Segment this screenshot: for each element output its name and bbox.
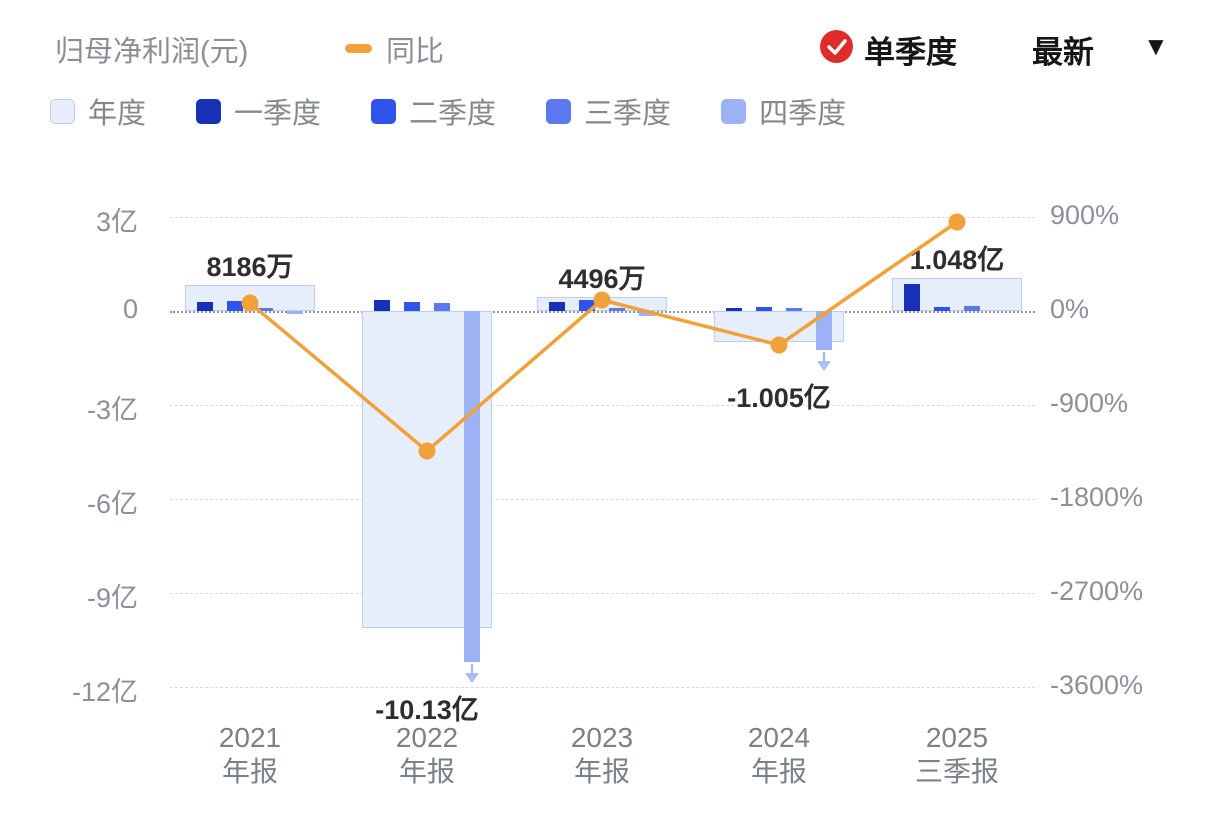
left-axis-tick: -9亿 <box>86 583 138 613</box>
quarter-bar[interactable] <box>934 307 950 311</box>
quarter-bar[interactable] <box>786 307 802 311</box>
legend-label-annual: 年度 <box>88 98 147 130</box>
q2-swatch-icon <box>371 98 397 124</box>
grid-line <box>170 687 1035 688</box>
left-axis-tick: -6亿 <box>86 489 138 519</box>
series-legend: 年度 一季度 二季度 三季度 四季度 <box>50 90 846 132</box>
quarter-bar[interactable] <box>374 300 390 311</box>
right-axis-tick: -900% <box>1050 388 1129 418</box>
q3-swatch-icon <box>546 98 572 124</box>
q4-swatch-icon <box>721 98 747 124</box>
quarter-bar[interactable] <box>227 300 243 311</box>
legend-item-q4[interactable]: 四季度 <box>721 90 846 132</box>
quarter-bar[interactable] <box>639 311 655 316</box>
left-axis-tick: -12亿 <box>71 677 138 707</box>
value-label: -1.005亿 <box>727 383 831 414</box>
x-axis-label-year: 2021 <box>218 722 282 753</box>
checkmark-glyph <box>827 39 847 55</box>
quarter-bar[interactable] <box>257 307 273 311</box>
grid-line <box>170 499 1035 500</box>
x-axis-label-year: 2024 <box>747 722 811 753</box>
quarter-bar[interactable] <box>579 299 595 311</box>
quarter-bar[interactable] <box>434 303 450 311</box>
x-axis-label-period: 年报 <box>398 756 455 787</box>
overflow-down-arrow-icon <box>463 663 481 689</box>
x-axis-label-period: 年报 <box>221 756 278 787</box>
right-axis-tick: -1800% <box>1050 482 1144 512</box>
right-axis-tick: -2700% <box>1050 576 1144 606</box>
latest-dropdown[interactable]: 最新 <box>1032 35 1094 70</box>
x-axis-label-year: 2023 <box>570 722 634 753</box>
left-axis-tick: -3亿 <box>86 395 138 425</box>
legend-label-q4: 四季度 <box>759 98 847 130</box>
value-label: 1.048亿 <box>909 245 1005 276</box>
chevron-down-icon[interactable]: ▼ <box>1143 31 1169 61</box>
q1-swatch-icon <box>196 98 222 124</box>
quarter-bar[interactable] <box>816 311 832 351</box>
legend-label-q2: 二季度 <box>409 98 497 130</box>
legend-label-q1: 一季度 <box>234 98 322 130</box>
page-title: 归母净利润(元) <box>55 36 249 68</box>
quarter-bar[interactable] <box>756 307 772 311</box>
quarter-bar[interactable] <box>904 284 920 311</box>
yoy-line-swatch <box>345 44 372 53</box>
x-axis-label-period: 年报 <box>573 756 630 787</box>
quarter-bar[interactable] <box>464 311 480 662</box>
legend-item-annual[interactable]: 年度 <box>50 90 146 132</box>
legend-item-q1[interactable]: 一季度 <box>196 90 321 132</box>
quarter-bar[interactable] <box>549 301 565 311</box>
value-label: 8186万 <box>206 252 294 283</box>
check-icon[interactable] <box>820 30 853 63</box>
quarter-bar[interactable] <box>404 301 420 311</box>
right-axis-tick: 900% <box>1050 200 1120 230</box>
value-label: 4496万 <box>558 263 646 294</box>
annual-swatch-icon <box>50 98 75 124</box>
overflow-down-arrow-icon <box>815 352 833 377</box>
legend-item-q3[interactable]: 三季度 <box>546 90 671 132</box>
grid-line <box>170 593 1035 594</box>
left-axis-tick: 3亿 <box>95 207 138 237</box>
x-axis-label-year: 2022 <box>395 722 459 753</box>
quarter-bar[interactable] <box>197 302 213 311</box>
grid-line <box>170 217 1035 218</box>
quarter-bar[interactable] <box>964 306 980 311</box>
grid-line <box>170 405 1035 406</box>
right-axis-tick: -3600% <box>1050 670 1144 700</box>
quarter-bar[interactable] <box>287 311 303 315</box>
quarter-bar[interactable] <box>609 307 625 311</box>
yoy-legend-label: 同比 <box>386 36 445 68</box>
single-quarter-toggle[interactable]: 单季度 <box>864 35 957 70</box>
legend-item-q2[interactable]: 二季度 <box>371 90 496 132</box>
quarter-bar[interactable] <box>726 307 742 311</box>
left-axis-tick: 0 <box>122 294 138 324</box>
x-axis-label-year: 2025 <box>925 722 989 753</box>
x-axis-label-period: 三季报 <box>914 756 999 787</box>
value-label: -10.13亿 <box>375 694 479 725</box>
legend-label-q3: 三季度 <box>584 98 672 130</box>
x-axis-label-period: 年报 <box>750 756 807 787</box>
right-axis-tick: 0% <box>1050 294 1090 324</box>
